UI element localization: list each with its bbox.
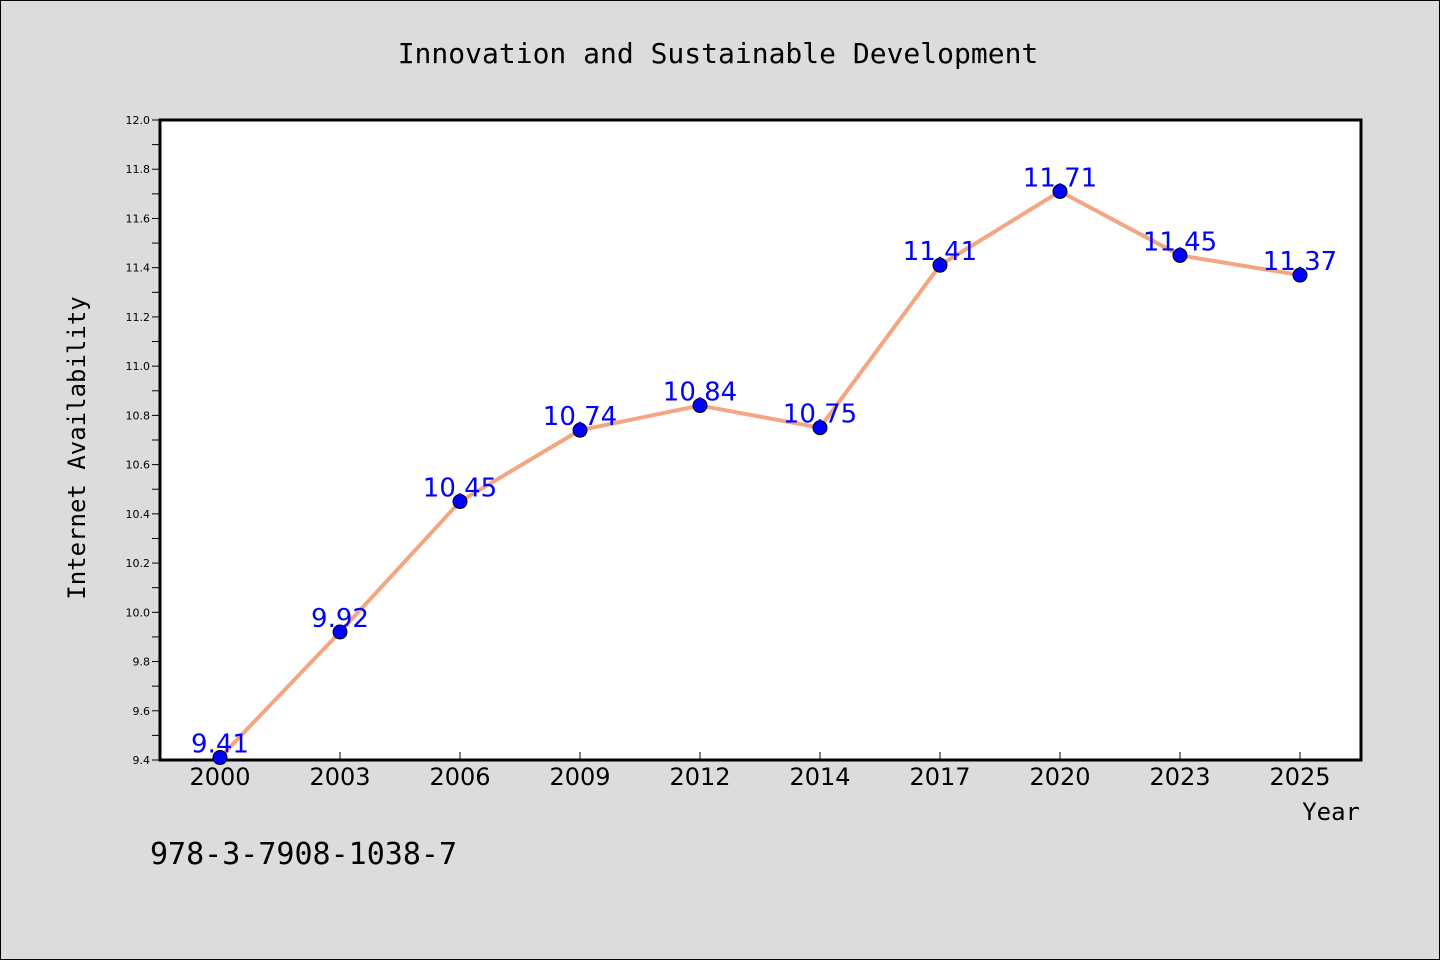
data-point: [812, 420, 828, 436]
x-tick-label: 2009: [549, 763, 610, 791]
data-label: 10.45: [423, 474, 497, 504]
y-axis: 9.4 9.6 9.8 10.0 10.2 10.4 10.6 10.8 11.0 11.2 11.…: [126, 114, 160, 767]
data-label: 9.92: [311, 604, 369, 634]
data-label: 11.41: [903, 237, 977, 267]
x-tick-label: 2003: [309, 763, 370, 791]
x-tick-label: 2012: [669, 763, 730, 791]
x-tick-label: 2000: [189, 763, 250, 791]
x-axis-label: Year: [1302, 798, 1360, 826]
data-label: 11.37: [1263, 247, 1337, 277]
x-tick-label: 2006: [429, 763, 490, 791]
y-tick-label: 9.8: [133, 656, 151, 669]
data-label: 11.71: [1023, 163, 1097, 193]
series-line: [218, 189, 1302, 760]
x-tick-label: 2023: [1149, 763, 1210, 791]
y-tick-label: 10.0: [126, 606, 151, 619]
data-point: [212, 750, 228, 766]
x-tick-label: 2025: [1269, 763, 1330, 791]
chart-title: Innovation and Sustainable Development: [398, 37, 1039, 70]
y-tick-label: 10.4: [126, 508, 151, 521]
y-tick-label: 10.8: [126, 409, 151, 422]
x-tick-label: 2014: [789, 763, 850, 791]
y-tick-label: 11.0: [126, 360, 151, 373]
y-tick-label: 11.4: [126, 262, 151, 275]
y-tick-label: 11.8: [126, 163, 151, 176]
y-tick-label: 9.4: [133, 754, 151, 767]
isbn-annotation: 978-3-7908-1038-7: [150, 837, 457, 872]
y-tick-label: 12.0: [126, 114, 151, 127]
data-point: [932, 257, 948, 273]
y-tick-label: 9.6: [133, 705, 151, 718]
x-tick-label: 2020: [1029, 763, 1090, 791]
data-label: 10.84: [663, 378, 737, 408]
y-axis-label: Internet Availability: [63, 296, 91, 599]
data-point: [572, 422, 588, 438]
series-markers: [212, 183, 1308, 766]
data-label: 9.41: [191, 730, 249, 760]
data-point: [1052, 183, 1068, 199]
data-point: [1292, 267, 1308, 283]
y-tick-label: 10.2: [126, 557, 151, 570]
x-tick-label: 2017: [909, 763, 970, 791]
data-label: 10.75: [783, 400, 857, 430]
data-point: [332, 624, 348, 640]
y-tick-label: 11.6: [126, 212, 151, 225]
y-tick-label: 10.6: [126, 459, 151, 472]
plot-area: [158, 118, 1363, 762]
data-labels: 9.41 9.92 10.45 10.74 10.84 10.75 11.41 11.71 11…: [191, 163, 1337, 759]
data-point: [452, 494, 468, 510]
x-axis: 2000 2003 2006 2009 2012 2014 2017 2020 2023 2025: [189, 752, 1331, 791]
data-label: 11.45: [1143, 227, 1217, 257]
data-point: [692, 398, 708, 414]
data-point: [1172, 247, 1188, 263]
y-tick-label: 11.2: [126, 311, 151, 324]
data-label: 10.74: [543, 402, 617, 432]
